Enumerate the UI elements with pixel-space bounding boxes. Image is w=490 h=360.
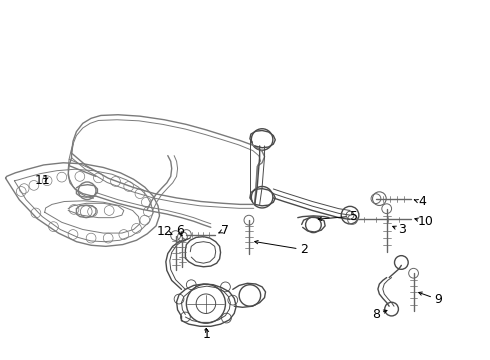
Text: 12: 12	[156, 225, 172, 238]
Text: 10: 10	[418, 215, 434, 228]
Text: 3: 3	[398, 223, 406, 236]
Text: 1: 1	[203, 328, 211, 341]
Text: 11: 11	[34, 174, 50, 187]
Text: 2: 2	[300, 243, 308, 256]
Text: 4: 4	[418, 195, 426, 208]
Text: 7: 7	[221, 224, 229, 237]
Text: 5: 5	[350, 210, 359, 223]
Text: 8: 8	[372, 308, 380, 321]
Text: 9: 9	[434, 293, 442, 306]
Text: 6: 6	[176, 224, 184, 237]
